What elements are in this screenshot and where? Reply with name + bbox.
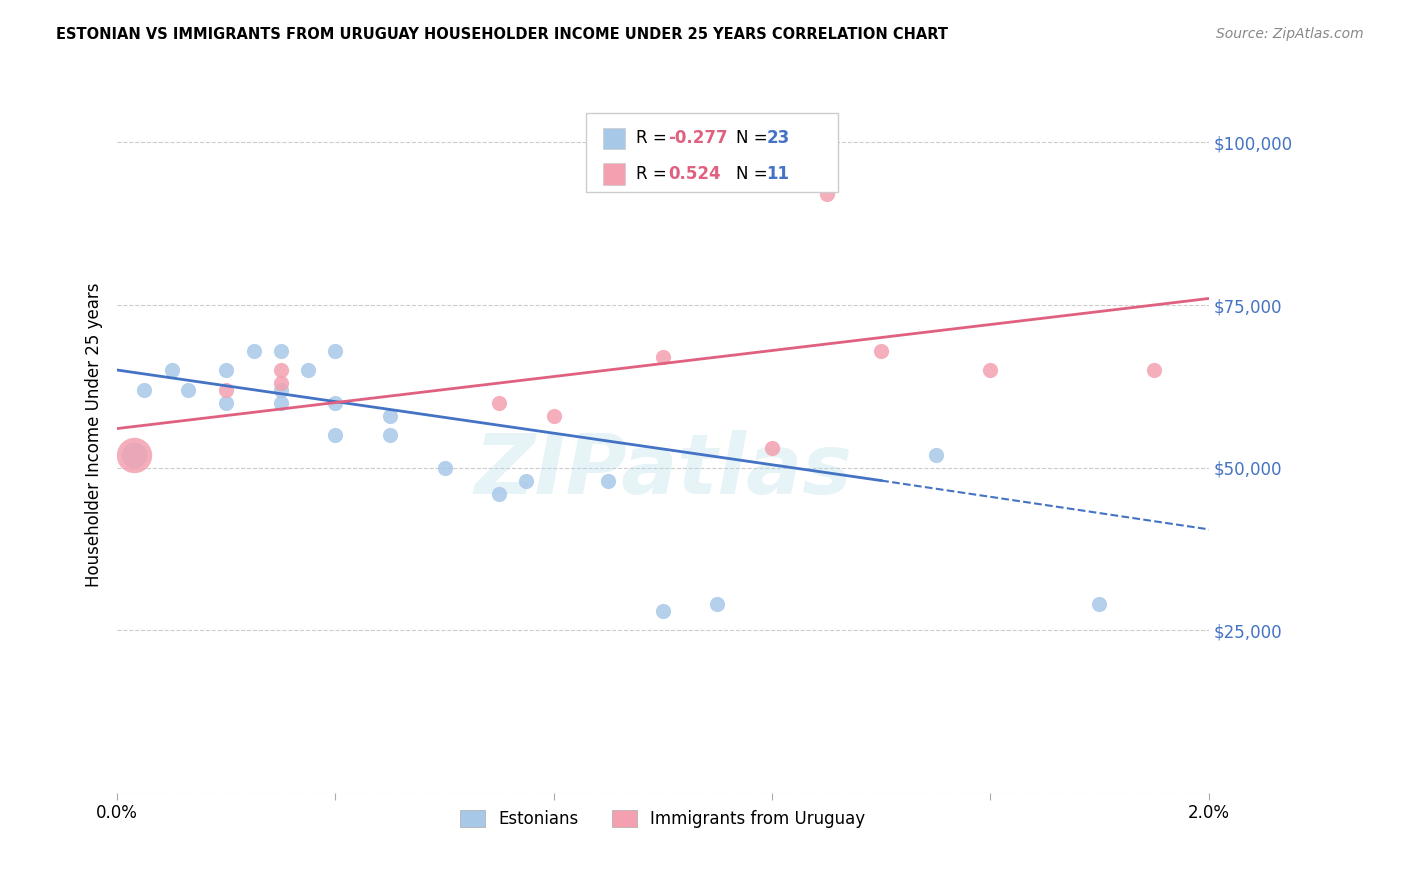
- Point: [177, 383, 200, 397]
- Text: 0.524: 0.524: [668, 165, 721, 183]
- Text: R =: R =: [636, 129, 672, 147]
- Point: [215, 363, 238, 377]
- Point: [925, 448, 948, 462]
- Point: [1143, 363, 1166, 377]
- Point: [815, 187, 838, 202]
- Text: ZIPatlas: ZIPatlas: [474, 430, 852, 511]
- Point: [215, 383, 238, 397]
- Text: N =: N =: [735, 129, 773, 147]
- Text: Source: ZipAtlas.com: Source: ZipAtlas.com: [1216, 27, 1364, 41]
- Point: [215, 395, 238, 409]
- FancyBboxPatch shape: [603, 128, 624, 149]
- Point: [706, 597, 728, 611]
- Point: [488, 486, 510, 500]
- Point: [870, 343, 893, 358]
- Point: [297, 363, 319, 377]
- Point: [122, 448, 145, 462]
- Text: ESTONIAN VS IMMIGRANTS FROM URUGUAY HOUSEHOLDER INCOME UNDER 25 YEARS CORRELATIO: ESTONIAN VS IMMIGRANTS FROM URUGUAY HOUS…: [56, 27, 948, 42]
- Text: R =: R =: [636, 165, 672, 183]
- Point: [122, 448, 145, 462]
- Point: [651, 350, 673, 364]
- Point: [134, 383, 156, 397]
- Point: [979, 363, 1001, 377]
- Y-axis label: Householder Income Under 25 years: Householder Income Under 25 years: [86, 283, 103, 587]
- Point: [1088, 597, 1111, 611]
- Point: [543, 409, 565, 423]
- Point: [270, 343, 292, 358]
- FancyBboxPatch shape: [603, 163, 624, 185]
- Point: [270, 383, 292, 397]
- Point: [378, 409, 401, 423]
- Point: [270, 363, 292, 377]
- Text: 11: 11: [766, 165, 790, 183]
- Point: [761, 441, 783, 455]
- Point: [433, 460, 456, 475]
- Point: [270, 376, 292, 390]
- Point: [325, 343, 347, 358]
- Text: -0.277: -0.277: [668, 129, 728, 147]
- Point: [242, 343, 264, 358]
- Point: [270, 395, 292, 409]
- FancyBboxPatch shape: [586, 113, 838, 192]
- Point: [378, 428, 401, 442]
- Point: [325, 395, 347, 409]
- Point: [325, 428, 347, 442]
- Text: N =: N =: [735, 165, 773, 183]
- Point: [515, 474, 537, 488]
- Point: [160, 363, 183, 377]
- Legend: Estonians, Immigrants from Uruguay: Estonians, Immigrants from Uruguay: [454, 803, 872, 834]
- Text: 23: 23: [766, 129, 790, 147]
- Point: [598, 474, 620, 488]
- Point: [651, 604, 673, 618]
- Point: [488, 395, 510, 409]
